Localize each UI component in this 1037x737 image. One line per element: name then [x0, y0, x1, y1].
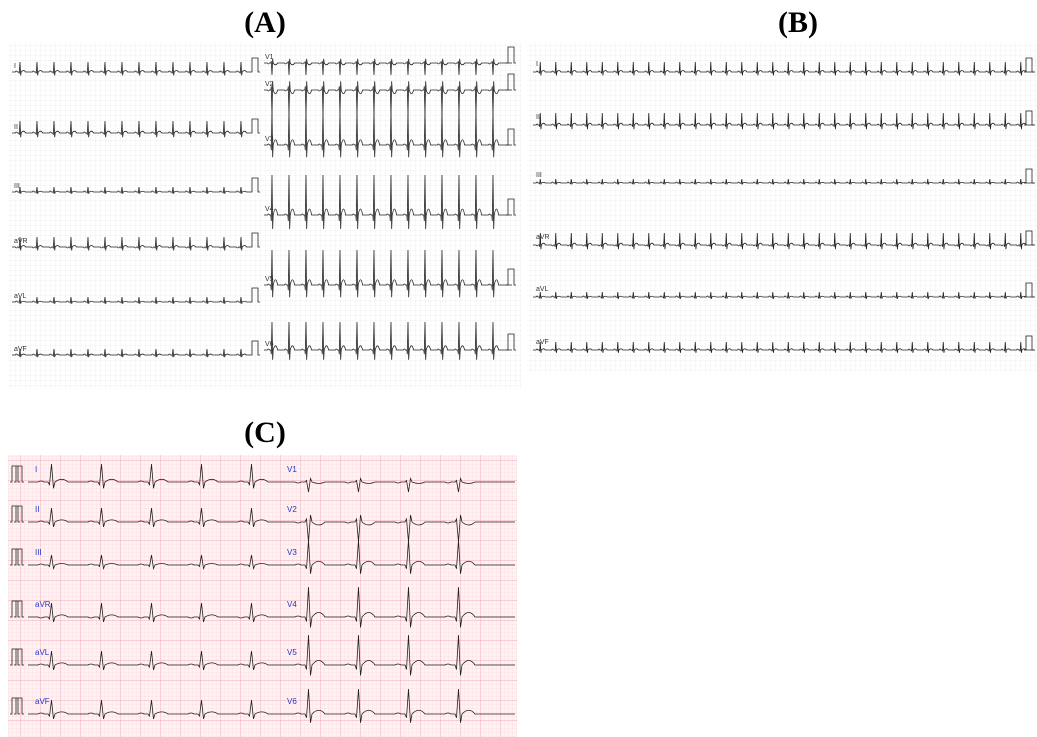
- lead-label: II: [536, 114, 540, 121]
- panel-title: (B): [778, 6, 818, 39]
- lead-label: V2: [265, 81, 274, 88]
- lead-label: aVL: [35, 648, 50, 657]
- lead-label: aVR: [14, 238, 28, 245]
- panel-title: (C): [244, 416, 286, 449]
- lead-label: aVR: [35, 600, 51, 609]
- lead-label: aVF: [35, 697, 50, 706]
- lead-label: V5: [287, 648, 297, 657]
- lead-label: V5: [265, 276, 274, 283]
- figure: (A) (B) (C) IV1IIV2IIIV3aVRV4aVLV5aVFV6I…: [0, 0, 1037, 737]
- lead-label: III: [14, 183, 20, 190]
- ecg-grid: [8, 455, 517, 737]
- lead-label: V3: [265, 136, 274, 143]
- lead-label: V2: [287, 505, 297, 514]
- panel-title: (A): [244, 6, 286, 39]
- lead-label: III: [536, 172, 542, 179]
- lead-label: V4: [287, 600, 297, 609]
- lead-label: V3: [287, 548, 297, 557]
- lead-label: V1: [265, 54, 274, 61]
- lead-label: I: [14, 63, 16, 70]
- lead-label: aVL: [14, 293, 27, 300]
- lead-label: V6: [265, 341, 274, 348]
- lead-label: V4: [265, 206, 274, 213]
- lead-label: aVF: [536, 339, 549, 346]
- ecg-paper: [527, 42, 1037, 372]
- lead-label: I: [35, 465, 37, 474]
- lead-label: II: [14, 124, 18, 131]
- lead-label: II: [35, 505, 39, 514]
- lead-label: I: [536, 61, 538, 68]
- lead-label: V6: [287, 697, 297, 706]
- lead-label: aVR: [536, 234, 550, 241]
- lead-label: V1: [287, 465, 297, 474]
- lead-label: aVF: [14, 346, 27, 353]
- lead-label: III: [35, 548, 42, 557]
- lead-label: aVL: [536, 286, 549, 293]
